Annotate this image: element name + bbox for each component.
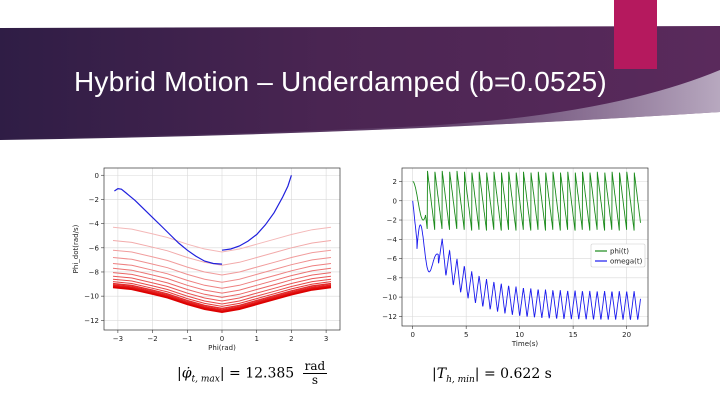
phase-curve-0	[112, 226, 332, 253]
chart0-xtick-label: 3	[324, 335, 328, 343]
chart0-ytick-label: −4	[89, 220, 100, 228]
accent-tab	[614, 0, 657, 69]
chart0-ytick-label: −8	[89, 268, 99, 276]
phase-curve-13	[112, 286, 332, 314]
chart1-ytick-label: 2	[393, 178, 397, 186]
phase-curve-12	[112, 285, 332, 313]
phase-blue-branch-1	[221, 175, 292, 251]
chart1-xtick-label: 0	[410, 331, 414, 339]
chart1-xlabel: Time(s)	[511, 340, 539, 348]
chart1-ytick-label: −10	[382, 294, 397, 302]
formula-left-fraction: rad s	[302, 359, 328, 387]
chart0-xlabel: Phi(rad)	[208, 344, 236, 352]
chart0-xtick-label: 1	[254, 335, 258, 343]
formula-left-denominator: s	[311, 373, 319, 387]
chart1-xtick-label: 15	[569, 331, 578, 339]
chart0-ytick-label: −2	[89, 196, 99, 204]
min-period-formula: |Th, min| = 0.622 s	[432, 366, 552, 385]
chart0-xtick-label: −2	[147, 335, 157, 343]
chart0-ytick-label: −12	[84, 317, 99, 325]
chart1-ytick-label: −4	[387, 236, 398, 244]
chart1-ytick-label: −12	[382, 313, 397, 321]
phase-blue-branch-0	[114, 187, 223, 265]
slide-title: Hybrid Motion – Underdamped (b=0.0525)	[74, 66, 607, 97]
formula-left-rhs: | = 12.385	[219, 365, 295, 382]
chart1-xtick-label: 20	[622, 331, 631, 339]
phase-curve-10	[112, 282, 332, 310]
chart0-xtick-label: 2	[289, 335, 293, 343]
max-phi-dot-formula: |φ̇t, max| = 12.385 rad s	[177, 359, 328, 387]
chart0-xtick-label: −1	[182, 335, 192, 343]
phase-curve-7	[112, 275, 332, 302]
chart1-ytick-label: 0	[393, 197, 397, 205]
legend-label: phi(t)	[610, 248, 629, 256]
formula-right-lhs: |T	[432, 366, 447, 382]
chart0-ytick-label: −6	[89, 244, 100, 252]
chart0-ytick-label: −10	[84, 293, 99, 301]
chart1-xtick-label: 5	[464, 331, 468, 339]
formula-left-lhs: |φ̇	[177, 365, 192, 382]
chart1-ytick-label: −8	[387, 274, 397, 282]
chart0-xtick-label: −3	[113, 335, 123, 343]
chart0-ytick-label: 0	[95, 172, 99, 180]
phase-curve-8	[112, 278, 332, 305]
phase-curve-11	[112, 284, 332, 311]
series-phi-line	[412, 170, 641, 231]
phase-curve-5	[112, 267, 332, 294]
time-series-chart: 0 5 10 15 20 2 0 −2 −4 −6 −8 −10 −12 Time(s) phi(t) ome…	[370, 160, 660, 360]
chart1-ytick-label: −2	[387, 217, 397, 225]
chart1-ytick-label: −6	[387, 255, 398, 263]
phase-curve-9	[112, 281, 332, 307]
phase-curve-4	[112, 263, 332, 289]
formula-left-numerator: rad	[302, 359, 328, 374]
chart0-xtick-label: 0	[220, 335, 224, 343]
chart1-xtick-label: 10	[515, 331, 524, 339]
chart0-ylabel: Phi_dot(rad/s)	[72, 224, 80, 273]
legend-label: omega(t)	[610, 258, 643, 266]
formula-left-sub: t, max	[191, 374, 220, 385]
phase-curve-3	[112, 257, 332, 283]
formula-right-rhs: | = 0.622 s	[474, 366, 552, 382]
phase-curve-1	[112, 240, 332, 266]
phase-portrait-chart: −3 −2 −1 0 1 2 3 0 −2 −4 −6 −8 −10 −12 Phi(rad) Phi_dot…	[60, 160, 345, 360]
chart0-frame	[103, 167, 341, 331]
formula-right-sub: h, min	[446, 374, 475, 385]
chart1-frame	[401, 167, 649, 327]
phase-curve-2	[112, 249, 332, 276]
time-series-svg: 0 5 10 15 2020−2−4−6−8−10−12Time(s)phi(t)ome…	[382, 167, 649, 348]
series-omega-line	[412, 200, 641, 320]
phase-portrait-svg: −3 −2 −1 0 1 2 30−2−4−6−8−10−12Phi(rad)Phi_dot…	[72, 167, 341, 352]
phase-curve-6	[112, 272, 332, 298]
